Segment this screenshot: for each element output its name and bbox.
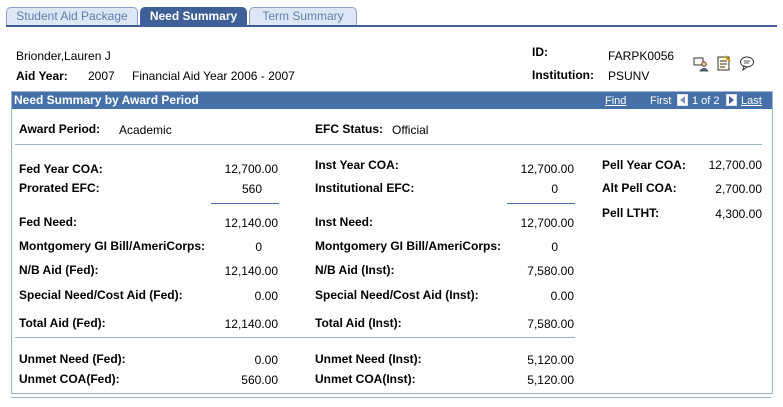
inst-year-coa-label: Inst Year COA:: [315, 158, 399, 172]
panel-title: Need Summary by Award Period: [14, 93, 199, 107]
pell-ltht-value: 4,300.00: [715, 207, 762, 221]
need-summary-panel: Need Summary by Award Period Find First …: [11, 91, 773, 394]
fed-nb-aid-value: 12,140.00: [224, 264, 278, 278]
notepad-icon[interactable]: [716, 55, 732, 71]
fed-unmet-coa-value: 560.00: [241, 373, 278, 387]
inst-nb-aid-label: N/B Aid (Inst):: [315, 263, 395, 277]
last-link[interactable]: Last: [741, 95, 762, 107]
pager-count: 1 of 2: [692, 95, 720, 107]
inst-unmet-coa-label: Unmet COA(Inst):: [315, 372, 416, 386]
tab-term-summary[interactable]: Term Summary: [249, 7, 357, 25]
fed-total-aid-label: Total Aid (Fed):: [19, 316, 106, 330]
inst-total-aid-label: Total Aid (Inst):: [315, 316, 402, 330]
fed-special-need-value: 0.00: [254, 289, 278, 303]
inst-special-need-value: 0.00: [550, 289, 574, 303]
tab-underline: [6, 25, 777, 27]
inst-special-need-label: Special Need/Cost Aid (Inst):: [315, 288, 479, 302]
tab-need-summary[interactable]: Need Summary: [140, 7, 247, 25]
fed-year-coa-label: Fed Year COA:: [19, 162, 103, 176]
inst-unmet-need-value: 5,120.00: [527, 353, 574, 367]
inst-unmet-coa-value: 5,120.00: [527, 373, 574, 387]
next-arrow-icon[interactable]: [726, 94, 737, 106]
inst-sum-underline: [507, 203, 575, 204]
find-link[interactable]: Find: [605, 95, 627, 107]
institution-value: PSUNV: [608, 69, 650, 83]
panel-header: Need Summary by Award Period Find First …: [12, 92, 772, 109]
fed-gi-bill-label: Montgomery GI Bill/AmeriCorps:: [19, 239, 206, 253]
pell-ltht-label: Pell LTHT:: [602, 206, 660, 220]
fed-unmet-need-value: 0.00: [254, 353, 278, 367]
institution-label: Institution:: [532, 68, 594, 82]
comment-icon[interactable]: [739, 55, 755, 72]
aid-year-label: Aid Year:: [16, 69, 68, 83]
fed-unmet-coa-label: Unmet COA(Fed):: [19, 372, 120, 386]
alt-pell-coa-value: 2,700.00: [715, 182, 762, 196]
inst-efc-label: Institutional EFC:: [315, 181, 415, 195]
aid-year-description: Financial Aid Year 2006 - 2007: [132, 69, 295, 83]
inst-need-value: 12,700.00: [520, 216, 574, 230]
award-period-label: Award Period:: [19, 122, 101, 136]
fed-total-aid-value: 12,140.00: [224, 317, 278, 331]
previous-arrow-icon[interactable]: [677, 94, 688, 106]
fed-need-value: 12,140.00: [224, 216, 278, 230]
prorated-efc-value: 560: [241, 182, 262, 196]
student-name: Brionder,Lauren J: [16, 49, 111, 63]
inst-gi-bill-label: Montgomery GI Bill/AmeriCorps:: [315, 239, 502, 253]
section-divider: [15, 144, 762, 145]
inst-efc-value: 0: [551, 182, 558, 196]
prorated-efc-label: Prorated EFC:: [19, 181, 100, 195]
pell-year-coa-label: Pell Year COA:: [602, 158, 686, 172]
page-bottom-divider: [11, 397, 771, 398]
inst-year-coa-value: 12,700.00: [520, 162, 574, 176]
id-label: ID:: [532, 45, 548, 59]
efc-status-value: Official: [392, 123, 429, 137]
unmet-divider: [15, 337, 575, 338]
id-value: FARPK0056: [608, 49, 675, 63]
fed-need-label: Fed Need:: [19, 215, 78, 229]
inst-total-aid-value: 7,580.00: [527, 317, 574, 331]
aid-year-value: 2007: [88, 69, 115, 83]
first-label: First: [650, 95, 672, 107]
inst-unmet-need-label: Unmet Need (Inst):: [315, 352, 422, 366]
alt-pell-coa-label: Alt Pell COA:: [602, 181, 677, 195]
tab-student-aid-package[interactable]: Student Aid Package: [6, 7, 138, 25]
efc-status-label: EFC Status:: [315, 122, 384, 136]
fed-sum-underline: [211, 203, 279, 204]
fed-nb-aid-label: N/B Aid (Fed):: [19, 263, 99, 277]
award-period-value: Academic: [119, 123, 172, 137]
fed-gi-bill-value: 0: [255, 240, 262, 254]
person-select-icon[interactable]: [693, 56, 709, 72]
inst-gi-bill-value: 0: [551, 240, 558, 254]
pell-year-coa-value: 12,700.00: [708, 158, 762, 172]
fed-special-need-label: Special Need/Cost Aid (Fed):: [19, 288, 183, 302]
inst-nb-aid-value: 7,580.00: [527, 264, 574, 278]
fed-year-coa-value: 12,700.00: [224, 162, 278, 176]
inst-need-label: Inst Need:: [315, 215, 374, 229]
fed-unmet-need-label: Unmet Need (Fed):: [19, 352, 126, 366]
